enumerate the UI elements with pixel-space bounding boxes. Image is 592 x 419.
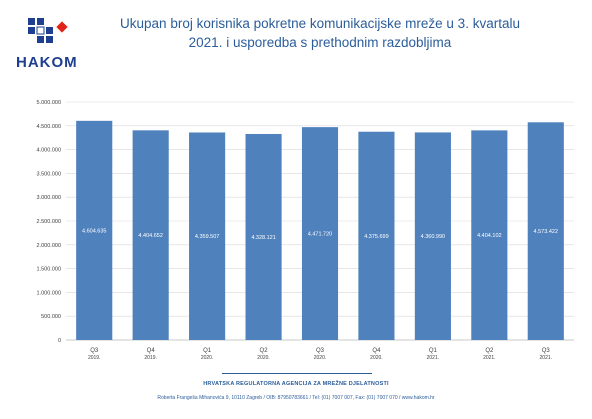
- bar: [76, 120, 113, 341]
- footer-divider: [222, 373, 372, 374]
- logo-squares-icon: [28, 18, 68, 43]
- y-tick-label: 4.500.000: [37, 124, 61, 130]
- footer-address: Roberta Frangeša Mihanovića 9, 10110 Zag…: [157, 395, 435, 401]
- bar: [132, 130, 169, 340]
- bar: [245, 133, 282, 340]
- bar-value-label: 4.360.990: [421, 234, 445, 240]
- x-tick-label-year: 2020.: [370, 355, 383, 361]
- bar: [471, 130, 508, 340]
- y-tick-label: 3.500.000: [37, 171, 61, 177]
- y-tick-label: 5.000.000: [37, 100, 61, 106]
- footer: HRVATSKA REGULATORNA AGENCIJA ZA MREŽNE …: [0, 376, 592, 401]
- bar: [301, 127, 339, 340]
- x-tick-label-quarter: Q1: [429, 348, 438, 354]
- y-tick-label: 2.000.000: [37, 243, 61, 249]
- x-tick-label-quarter: Q4: [372, 348, 381, 354]
- hakom-logo: HAKOM: [16, 14, 78, 76]
- logo-text: HAKOM: [16, 54, 78, 71]
- bar-value-label: 4.375.699: [364, 234, 388, 240]
- x-tick-label-quarter: Q3: [90, 348, 99, 354]
- x-tick-label-quarter: Q1: [203, 348, 212, 354]
- bar: [189, 132, 226, 340]
- x-tick-label-year: 2021.: [483, 355, 496, 361]
- bar: [358, 131, 395, 340]
- bar-value-label: 4.359.507: [195, 234, 219, 240]
- title-line-2: 2021. i usporedba s prethodnim razdoblji…: [188, 35, 452, 50]
- y-tick-label: 1.000.000: [37, 290, 61, 296]
- bar-value-label: 4.573.422: [534, 229, 558, 235]
- x-tick-label-year: 2021.: [540, 355, 553, 361]
- bar: [527, 122, 564, 340]
- y-tick-label: 1.500.000: [37, 267, 61, 273]
- x-tick-label-year: 2019.: [144, 355, 157, 361]
- y-tick-label: 0: [58, 338, 61, 344]
- x-tick-label-quarter: Q4: [147, 348, 156, 354]
- title-line-1: Ukupan broj korisnika pokretne komunikac…: [120, 16, 520, 31]
- bar: [414, 132, 451, 340]
- x-tick-label-quarter: Q3: [316, 348, 325, 354]
- y-tick-label: 500.000: [41, 314, 61, 320]
- y-tick-label: 2.500.000: [37, 219, 61, 225]
- x-tick-label-quarter: Q2: [260, 348, 269, 354]
- bar-value-label: 4.328.121: [251, 235, 275, 241]
- y-tick-label: 3.000.000: [37, 195, 61, 201]
- footer-org: HRVATSKA REGULATORNA AGENCIJA ZA MREŽNE …: [203, 381, 389, 387]
- x-tick-label-quarter: Q2: [485, 348, 494, 354]
- x-tick-label-year: 2019.: [88, 355, 101, 361]
- x-tick-label-year: 2020.: [257, 355, 270, 361]
- page-title: Ukupan broj korisnika pokretne komunikac…: [110, 14, 530, 52]
- x-tick-label-year: 2020.: [201, 355, 214, 361]
- bar-value-label: 4.404.652: [138, 233, 162, 239]
- x-tick-label-quarter: Q3: [542, 348, 551, 354]
- x-tick-label-year: 2020.: [314, 355, 327, 361]
- bar-value-label: 4.471.720: [308, 232, 332, 238]
- bar-value-label: 4.604.635: [82, 228, 106, 234]
- x-tick-label-year: 2021.: [427, 355, 440, 361]
- y-tick-label: 4.000.000: [37, 148, 61, 154]
- bar-chart: 0 500.000 1.000.000 1.500.000 2.000.000 2.500…: [37, 100, 574, 361]
- bar-value-label: 4.404.102: [477, 233, 501, 239]
